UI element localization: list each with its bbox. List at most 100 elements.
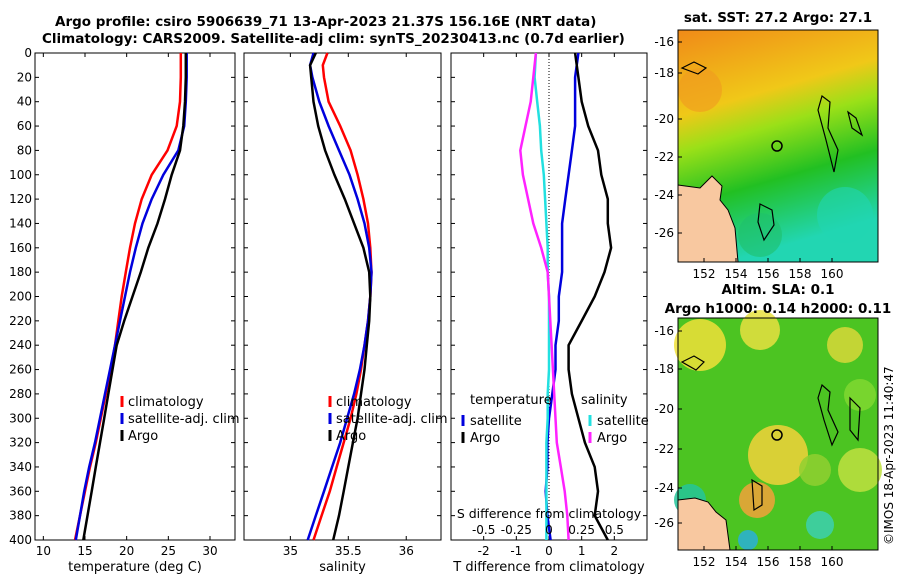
x-tick-label: -2 [478, 544, 490, 558]
x-axis-label: T difference from climatology [452, 560, 645, 575]
map-x-tick-label: 160 [821, 555, 844, 569]
map-x-tick-label: 154 [725, 555, 748, 569]
top-tick-label: 0.5 [605, 523, 624, 537]
x-tick-label: 0 [545, 544, 553, 558]
sla-anomaly-patch [740, 310, 780, 350]
sla-anomaly-patch [739, 482, 775, 518]
plot-frame-salinity-profile [243, 52, 442, 541]
sla-anomaly-patch [827, 327, 863, 363]
map-y-tick-label: -24 [654, 481, 674, 495]
y-tick-label: 0 [24, 46, 32, 60]
diff-line-s-argo [519, 52, 570, 541]
y-tick-label: 300 [9, 411, 32, 425]
y-tick-label: 380 [9, 509, 32, 523]
reef-contour [680, 61, 708, 75]
plot-frame-temperature-profile [34, 52, 236, 541]
y-tick-label: 260 [9, 363, 32, 377]
y-tick-label: 140 [9, 216, 32, 230]
reef-contour [817, 94, 839, 173]
x-tick-label: 2 [611, 544, 619, 558]
reef-contour [817, 383, 839, 447]
sst-patch [678, 68, 722, 112]
map-y-tick-label: -26 [654, 226, 674, 240]
map-y-tick-label: -22 [654, 442, 674, 456]
top-tick-label: -0.5 [472, 523, 495, 537]
map-y-tick-label: -20 [654, 402, 674, 416]
map-y-tick-label: -20 [654, 112, 674, 126]
map-y-tick-label: -26 [654, 516, 674, 530]
reef-contour [847, 110, 864, 137]
reef-contour [757, 203, 775, 242]
legend-label: satellite [470, 414, 522, 429]
sla-map-title-line2: Argo h1000: 0.14 h2000: 0.11 [665, 301, 892, 317]
map-x-tick-label: 154 [725, 267, 748, 281]
map-x-tick-label: 158 [789, 555, 812, 569]
y-tick-label: 120 [9, 192, 32, 206]
top-tick-label: -0.25 [501, 523, 532, 537]
map-x-tick-label: 160 [821, 267, 844, 281]
map-x-tick-label: 158 [789, 267, 812, 281]
x-tick-label: 35.5 [335, 544, 362, 558]
legend-heading: salinity [581, 393, 628, 408]
y-tick-label: 240 [9, 338, 32, 352]
y-tick-label: 180 [9, 265, 32, 279]
y-tick-label: 20 [17, 70, 32, 84]
diff-line-t-argo [567, 52, 613, 541]
legend-label: satellite-adj. clim [128, 412, 240, 427]
y-tick-label: 100 [9, 168, 32, 182]
sla-anomaly-patch [799, 454, 831, 486]
series-line-argo [308, 52, 372, 541]
legend-heading: temperature [470, 393, 552, 408]
argo-position-marker [771, 429, 783, 441]
legend-label: Argo [597, 431, 627, 446]
legend-label: Argo [470, 431, 500, 446]
y-tick-label: 400 [9, 533, 32, 547]
y-tick-label: 160 [9, 241, 32, 255]
y-tick-label: 280 [9, 387, 32, 401]
x-axis-label: salinity [319, 560, 366, 575]
figure-title-line1: Argo profile: csiro 5906639_71 13-Apr-20… [55, 14, 597, 30]
map-y-tick-label: -16 [654, 324, 674, 338]
y-tick-label: 220 [9, 314, 32, 328]
watermark: ©IMOS 18-Apr-2023 11:40:47 [882, 366, 896, 545]
figure-title-line2: Climatology: CARS2009. Satellite-adj cli… [42, 31, 625, 47]
sla-anomaly-patch [844, 379, 876, 411]
map-y-tick-label: -18 [654, 362, 674, 376]
map-frame [677, 29, 879, 263]
y-tick-label: 60 [17, 119, 32, 133]
legend-label: climatology [128, 395, 204, 410]
sst-patch [817, 187, 873, 243]
sst-patch [738, 213, 782, 257]
sla-anomaly-patch [738, 530, 758, 550]
legend-label: climatology [336, 395, 412, 410]
map-y-tick-label: -22 [654, 150, 674, 164]
map-x-tick-label: 156 [757, 555, 780, 569]
x-axis-label: temperature (deg C) [68, 560, 202, 575]
x-tick-label: 25 [161, 544, 176, 558]
reef-contour [849, 396, 861, 442]
legend-label: satellite-adj. clim [336, 412, 448, 427]
reef-contour [751, 478, 763, 512]
sla-anomaly-patch [674, 319, 726, 371]
y-tick-label: 200 [9, 290, 32, 304]
sla-anomaly-patch [838, 448, 882, 492]
y-tick-label: 80 [17, 143, 32, 157]
x-tick-label: 1 [578, 544, 586, 558]
reef-contour [680, 355, 705, 371]
argo-position-marker [771, 140, 783, 152]
sla-anomaly-patch [748, 425, 808, 485]
legend-label: Argo [336, 429, 366, 444]
y-tick-label: 320 [9, 436, 32, 450]
x-tick-label: -1 [510, 544, 522, 558]
y-tick-label: 40 [17, 95, 32, 109]
x-tick-label: 35 [283, 544, 298, 558]
legend-label: Argo [128, 429, 158, 444]
top-tick-label: 0 [545, 523, 553, 537]
x-tick-label: 10 [36, 544, 51, 558]
map-x-tick-label: 156 [757, 267, 780, 281]
x-tick-label: 20 [119, 544, 134, 558]
map-y-tick-label: -24 [654, 188, 674, 202]
y-tick-label: 340 [9, 460, 32, 474]
